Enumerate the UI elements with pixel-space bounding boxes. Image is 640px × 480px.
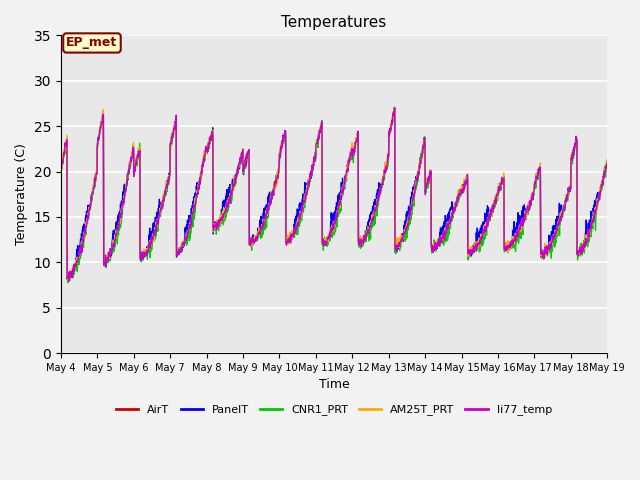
li77_temp [65,278,73,284]
AM25T_PRT [571,141,579,147]
li77_temp [391,104,399,110]
AM25T_PRT [391,106,399,112]
AM25T_PRT [362,233,370,239]
li77_temp [362,237,370,242]
CNR1_PRT [493,192,501,198]
CNR1_PRT [391,105,399,110]
Line: AirT: AirT [61,110,607,280]
AM25T_PRT [57,165,65,170]
AirT [64,277,72,283]
AirT [604,161,611,167]
AM25T_PRT [493,190,501,196]
CNR1_PRT [556,224,563,230]
PanelT [350,150,358,156]
AM25T_PRT [604,159,611,165]
Text: EP_met: EP_met [67,36,118,49]
PanelT [604,161,611,167]
li77_temp [571,147,579,153]
AM25T_PRT [350,144,358,150]
CNR1_PRT [350,143,358,149]
PanelT [556,200,563,206]
PanelT [57,162,65,168]
li77_temp [350,149,358,155]
AirT [493,193,501,199]
PanelT [65,278,72,284]
PanelT [210,226,218,231]
Y-axis label: Temperature (C): Temperature (C) [15,144,28,245]
PanelT [571,143,579,148]
AM25T_PRT [66,277,74,283]
X-axis label: Time: Time [319,378,349,392]
AirT [362,234,370,240]
AM25T_PRT [556,218,563,224]
Line: AM25T_PRT: AM25T_PRT [61,109,607,280]
AM25T_PRT [210,224,218,229]
Line: li77_temp: li77_temp [61,107,607,281]
CNR1_PRT [604,157,611,163]
AirT [391,108,399,113]
Line: CNR1_PRT: CNR1_PRT [61,108,607,283]
AirT [57,165,65,170]
li77_temp [57,167,65,172]
li77_temp [604,160,611,166]
Title: Temperatures: Temperatures [282,15,387,30]
CNR1_PRT [57,168,65,174]
CNR1_PRT [362,232,370,238]
AirT [571,145,579,151]
li77_temp [493,192,501,198]
CNR1_PRT [571,146,579,152]
PanelT [362,233,370,239]
PanelT [391,106,399,111]
CNR1_PRT [65,280,72,286]
AirT [210,227,218,233]
PanelT [493,192,501,198]
li77_temp [210,228,218,234]
AirT [556,218,563,224]
AirT [350,149,358,155]
CNR1_PRT [210,224,218,229]
li77_temp [556,216,563,222]
Line: PanelT: PanelT [61,108,607,281]
Legend: AirT, PanelT, CNR1_PRT, AM25T_PRT, li77_temp: AirT, PanelT, CNR1_PRT, AM25T_PRT, li77_… [112,400,556,420]
